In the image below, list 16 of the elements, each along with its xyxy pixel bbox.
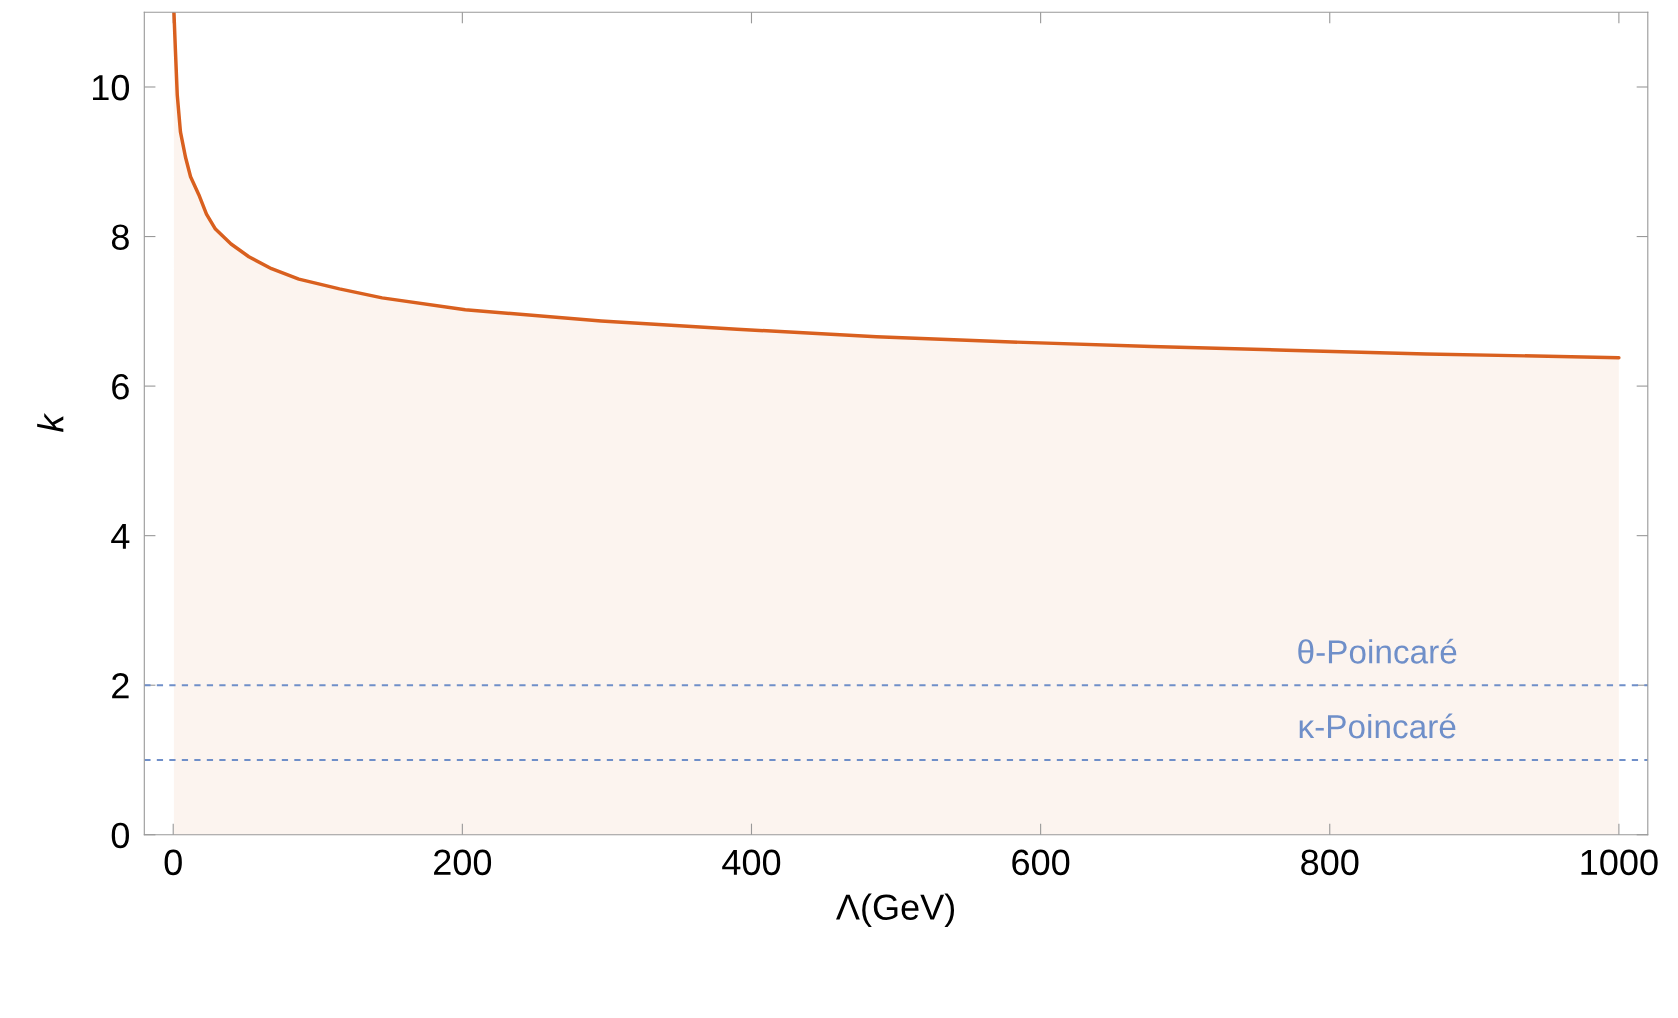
y-tick-label: 10 [93,74,130,101]
x-axis-title: Λ(GeV) [836,893,955,928]
y-tick-label: 4 [111,523,130,549]
y-axis-title: k [37,412,64,432]
y-tick-label: 0 [111,822,130,849]
y-tick-label: 8 [111,224,129,250]
y-tick-label: 6 [112,373,129,400]
x-tick-label: 200 [434,849,492,876]
ref-line-label: κ-Poincaré [1299,713,1456,739]
x-tick-label: 600 [1012,849,1070,876]
ref-line-label: θ-Poincaré [1298,638,1457,664]
x-tick-label: 400 [722,849,781,876]
x-tick-label: 800 [1301,849,1359,876]
x-tick-label: 0 [164,849,182,876]
y-tick-label: 2 [112,673,129,699]
x-tick-label: 1000 [1581,849,1658,876]
